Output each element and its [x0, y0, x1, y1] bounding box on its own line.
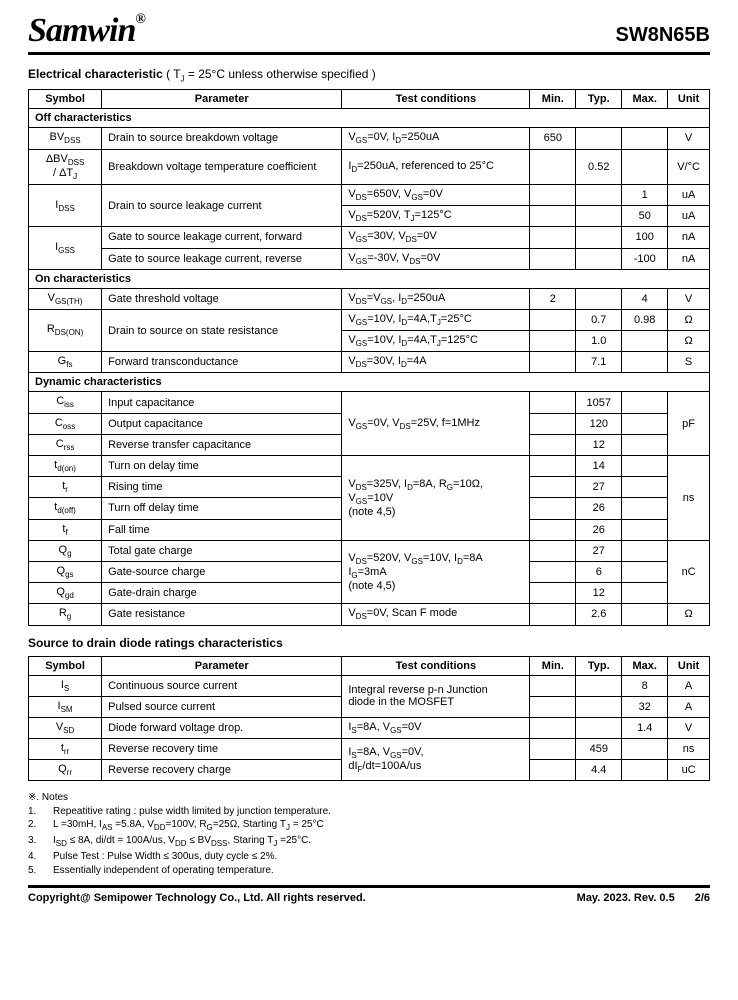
table-row: IGSS Gate to source leakage current, for… — [29, 227, 710, 248]
table-row: VSDDiode forward voltage drop. IS=8A, VG… — [29, 717, 710, 738]
table-row: IDSS Drain to source leakage current VDS… — [29, 184, 710, 205]
part-number: SW8N65B — [616, 24, 710, 47]
group-off: Off characteristics — [29, 109, 710, 128]
col-unit: Unit — [668, 90, 710, 109]
footer-meta: May. 2023. Rev. 0.52/6 — [557, 892, 710, 904]
table-row: VGS(TH) Gate threshold voltage VDS=VGS, … — [29, 288, 710, 309]
col-min: Min. — [530, 90, 576, 109]
table-row: ΔBVDSS / ΔTJ Breakdown voltage temperatu… — [29, 149, 710, 184]
col-parameter: Parameter — [102, 90, 342, 109]
table-row: RDS(ON) Drain to source on state resista… — [29, 309, 710, 330]
table-row: ISContinuous source current Integral rev… — [29, 675, 710, 696]
notes-block: ※. Notes 1. Repeatitive rating : pulse w… — [28, 791, 710, 877]
page-header: Samwin® SW8N65B — [28, 12, 710, 55]
footer-copyright: Copyright@ Semipower Technology Co., Ltd… — [28, 892, 366, 904]
group-on: On characteristics — [29, 269, 710, 288]
table-header-row: Symbol Parameter Test conditions Min. Ty… — [29, 90, 710, 109]
table-row: Gate to source leakage current, reverse … — [29, 248, 710, 269]
col-max: Max. — [622, 90, 668, 109]
col-symbol: Symbol — [29, 90, 102, 109]
col-typ: Typ. — [576, 90, 622, 109]
table-row: RgGate resistance VDS=0V, Scan F mode 2.… — [29, 604, 710, 625]
table-row: trrReverse recovery time IS=8A, VGS=0V,d… — [29, 739, 710, 760]
table-row: Gfs Forward transconductance VDS=30V, ID… — [29, 352, 710, 373]
table-header-row: Symbol Parameter Test conditions Min. Ty… — [29, 656, 710, 675]
table-row: BVDSS Drain to source breakdown voltage … — [29, 128, 710, 149]
col-conditions: Test conditions — [342, 90, 530, 109]
group-dynamic: Dynamic characteristics — [29, 373, 710, 392]
table-row: td(on)Turn on delay time VDS=325V, ID=8A… — [29, 456, 710, 477]
table-row: CissInput capacitance VGS=0V, VDS=25V, f… — [29, 392, 710, 413]
logo: Samwin® — [28, 12, 145, 50]
table-row: QgTotal gate charge VDS=520V, VGS=10V, I… — [29, 540, 710, 561]
electrical-table: Symbol Parameter Test conditions Min. Ty… — [28, 89, 710, 625]
section-title-electrical: Electrical characteristic ( TJ = 25°C un… — [28, 67, 710, 83]
page-footer: Copyright@ Semipower Technology Co., Ltd… — [28, 885, 710, 904]
diode-table: Symbol Parameter Test conditions Min. Ty… — [28, 656, 710, 782]
section-title-diode: Source to drain diode ratings characteri… — [28, 636, 710, 650]
